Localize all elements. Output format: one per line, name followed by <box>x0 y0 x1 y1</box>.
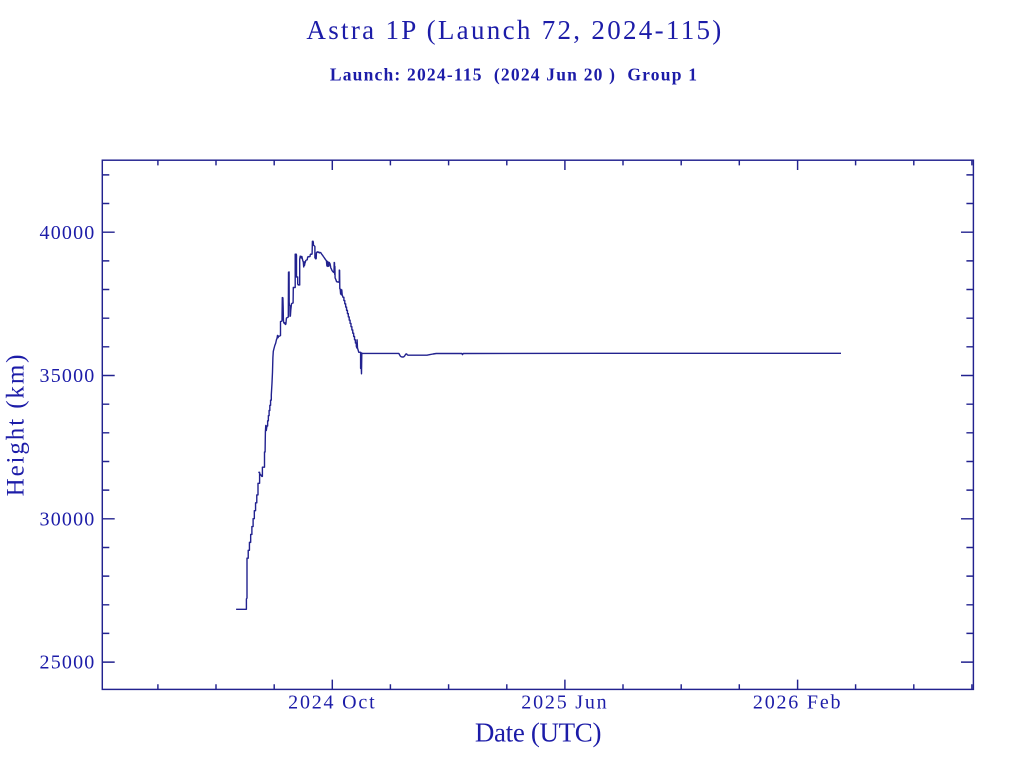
svg-text:2025 Jun: 2025 Jun <box>521 692 608 714</box>
svg-text:Launch: 2024-115 (2024 Jun 20: Launch: 2024-115 (2024 Jun 20 ) Group 1 <box>330 65 698 85</box>
svg-text:35000: 35000 <box>40 365 96 387</box>
svg-text:40000: 40000 <box>40 222 96 244</box>
svg-text:30000: 30000 <box>40 508 96 530</box>
svg-text:2024 Oct: 2024 Oct <box>288 692 376 714</box>
svg-text:2026 Feb: 2026 Feb <box>753 692 842 714</box>
svg-text:Astra 1P (Launch 72, 2024-115): Astra 1P (Launch 72, 2024-115) <box>306 15 723 45</box>
svg-text:25000: 25000 <box>40 652 96 674</box>
svg-text:Date (UTC): Date (UTC) <box>475 718 601 748</box>
svg-text:Height (km): Height (km) <box>3 353 30 497</box>
